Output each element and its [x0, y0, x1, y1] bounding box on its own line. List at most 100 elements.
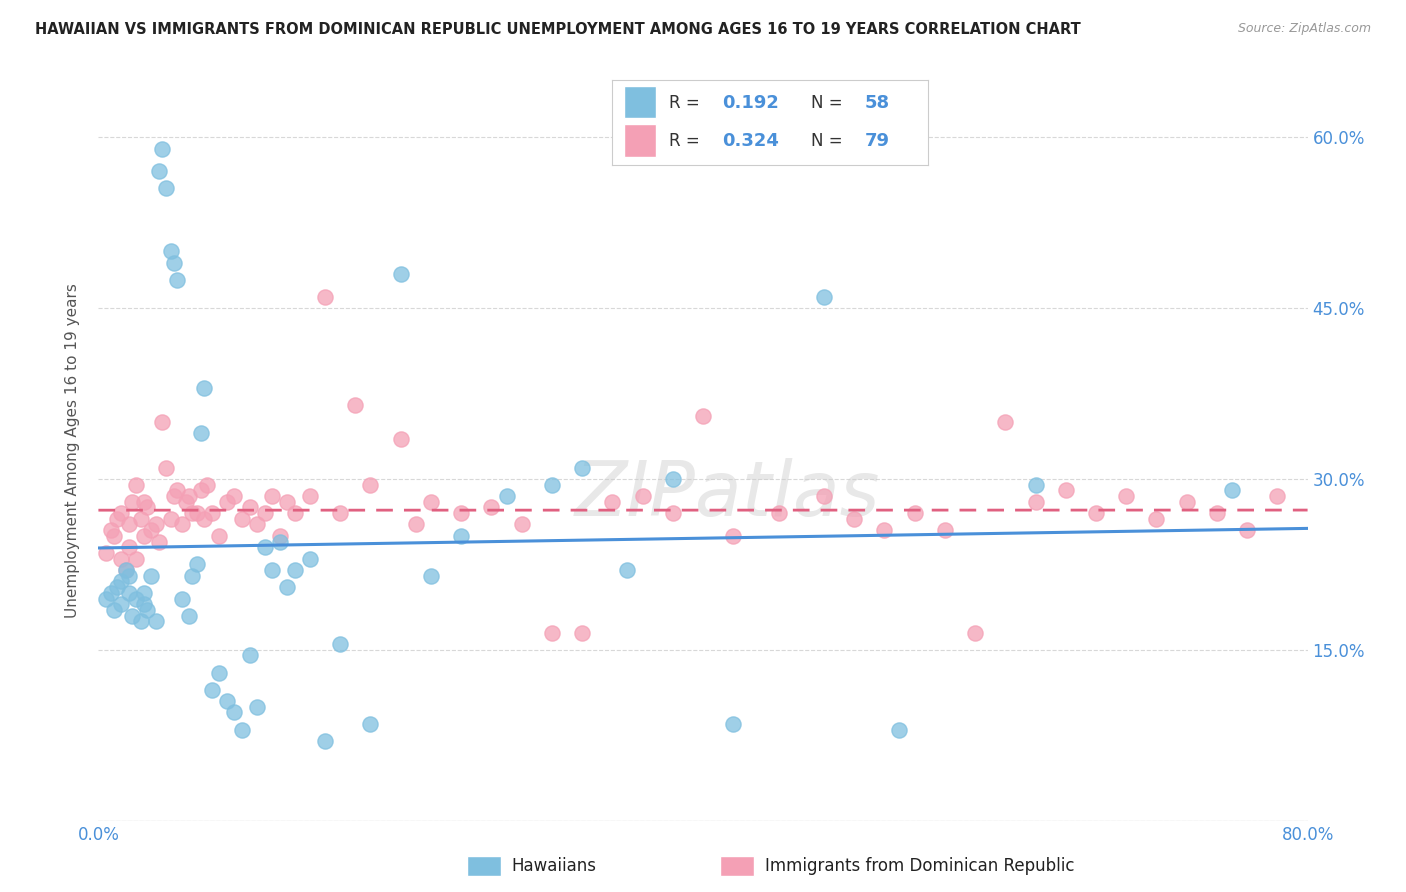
Point [276, 580, 298, 594]
Text: HAWAIIAN VS IMMIGRANTS FROM DOMINICAN REPUBLIC UNEMPLOYMENT AMONG AGES 16 TO 19 : HAWAIIAN VS IMMIGRANTS FROM DOMINICAN RE… [35, 22, 1081, 37]
Text: 0.324: 0.324 [723, 132, 779, 150]
Point [844, 512, 866, 526]
Point [181, 568, 204, 582]
Point [692, 409, 714, 424]
Point [208, 529, 231, 543]
Point [100, 586, 122, 600]
Point [246, 699, 269, 714]
Point [208, 665, 231, 680]
Point [284, 563, 307, 577]
Point [125, 591, 148, 606]
Point [190, 426, 212, 441]
Point [239, 648, 262, 663]
Point [110, 574, 132, 589]
Point [269, 534, 291, 549]
Point [110, 506, 132, 520]
Point [150, 142, 173, 156]
Point [132, 586, 155, 600]
Point [1115, 489, 1137, 503]
Point [160, 512, 183, 526]
Point [1267, 489, 1289, 503]
Point [105, 580, 128, 594]
Point [118, 517, 141, 532]
Point [121, 608, 143, 623]
Point [155, 181, 177, 195]
Point [105, 512, 128, 526]
Point [181, 506, 204, 520]
Point [571, 625, 593, 640]
Text: Hawaiians: Hawaiians [512, 857, 596, 875]
Point [231, 512, 253, 526]
Point [114, 563, 136, 577]
Point [661, 472, 683, 486]
Y-axis label: Unemployment Among Ages 16 to 19 years: Unemployment Among Ages 16 to 19 years [65, 283, 80, 618]
Point [148, 534, 170, 549]
Point [166, 483, 188, 498]
Point [540, 477, 562, 491]
Point [723, 529, 745, 543]
Point [253, 506, 276, 520]
Point [231, 723, 253, 737]
Point [723, 716, 745, 731]
Text: N =: N = [811, 95, 848, 112]
Point [118, 541, 141, 555]
Text: Source: ZipAtlas.com: Source: ZipAtlas.com [1237, 22, 1371, 36]
Point [314, 734, 336, 748]
Point [1175, 494, 1198, 508]
Point [246, 517, 269, 532]
Point [193, 512, 215, 526]
Point [129, 512, 152, 526]
Point [360, 477, 382, 491]
Point [174, 494, 197, 508]
Point [125, 477, 148, 491]
Point [262, 563, 284, 577]
Point [135, 500, 157, 515]
Point [193, 381, 215, 395]
Point [389, 267, 412, 281]
Point [132, 597, 155, 611]
Point [420, 494, 443, 508]
Point [299, 551, 322, 566]
Point [215, 494, 238, 508]
Point [420, 568, 443, 582]
Point [141, 568, 163, 582]
Point [239, 500, 262, 515]
Point [110, 551, 132, 566]
Point [195, 477, 218, 491]
Bar [624, 87, 655, 119]
Point [150, 415, 173, 429]
Point [450, 506, 472, 520]
Text: ZIPatlas: ZIPatlas [575, 458, 880, 532]
Point [904, 506, 927, 520]
Text: 0.192: 0.192 [723, 95, 779, 112]
Bar [624, 124, 655, 157]
Point [224, 489, 246, 503]
Point [602, 494, 624, 508]
Point [813, 489, 835, 503]
Bar [720, 856, 754, 876]
Point [155, 460, 177, 475]
Point [1024, 477, 1046, 491]
Point [145, 517, 167, 532]
Point [661, 506, 683, 520]
Point [132, 529, 155, 543]
Point [1085, 506, 1108, 520]
Text: 58: 58 [865, 95, 890, 112]
Point [813, 290, 835, 304]
Point [873, 523, 896, 537]
Point [190, 483, 212, 498]
Point [201, 682, 224, 697]
Point [344, 398, 367, 412]
Point [170, 591, 193, 606]
Point [100, 523, 122, 537]
Point [103, 529, 125, 543]
Point [129, 615, 152, 629]
Point [163, 489, 186, 503]
Point [201, 506, 224, 520]
Point [284, 506, 307, 520]
Point [186, 558, 208, 572]
Point [329, 506, 352, 520]
Point [186, 506, 208, 520]
Text: R =: R = [669, 95, 704, 112]
Point [510, 517, 533, 532]
